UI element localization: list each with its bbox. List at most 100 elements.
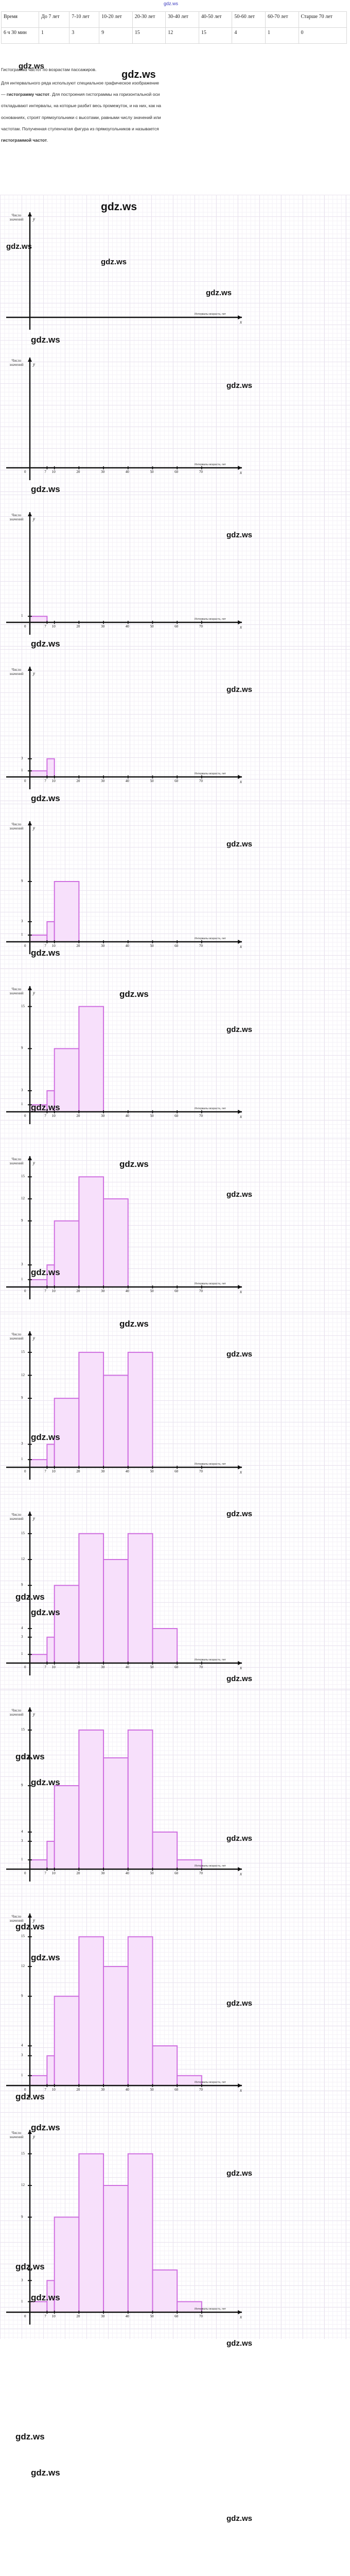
x-axis-tick-label: 50 <box>150 470 154 474</box>
histogram-bar <box>152 1628 178 1664</box>
x-axis-tick-label: 30 <box>101 1289 105 1293</box>
x-axis-tick-label: 20 <box>76 1289 80 1293</box>
x-axis-tick-label: 20 <box>76 1114 80 1118</box>
x-axis-caption: Интервалы возраста, лет <box>195 313 226 316</box>
y-axis-tick-label: 1 <box>21 1277 23 1281</box>
x-axis-tick-label: 60 <box>174 779 179 783</box>
y-axis-tick-label: 3 <box>21 919 23 923</box>
x-axis-tick-label: 50 <box>150 1469 154 1473</box>
y-axis-arrow <box>28 667 32 671</box>
y-axis-tick-label: 15 <box>21 1531 25 1535</box>
histogram-chart: 7 10 20 30 40 50 60 70 0 1 3 4 9 12 15 Число значений y x И… <box>0 1690 350 1896</box>
watermark: gdz.ws <box>164 1 179 6</box>
y-axis-tick-label: 9 <box>21 1993 23 1998</box>
origin-label: 0 <box>24 1871 26 1875</box>
para-line-5: частотам. Полученная ступенчатая фигура … <box>1 126 159 131</box>
x-axis-tick-label: 10 <box>51 624 56 629</box>
watermark: gdz.ws <box>226 2514 253 2523</box>
x-axis-tick-label: 20 <box>76 1469 80 1473</box>
x-axis-symbol: x <box>240 624 242 630</box>
histogram-bar <box>54 1398 80 1468</box>
y-axis-tick-label: 3 <box>21 2278 23 2282</box>
x-axis-symbol: x <box>240 1665 242 1670</box>
table-header-cell: 10-20 лет <box>99 11 133 28</box>
x-axis-arrow <box>238 1110 242 1114</box>
x-axis-tick-label: 60 <box>174 2088 179 2092</box>
y-axis-tick-label: 9 <box>21 879 23 883</box>
y-axis-arrow <box>28 212 32 216</box>
x-axis-tick-label: 30 <box>101 470 105 474</box>
graph-paper-grid <box>0 495 350 649</box>
y-axis-tick-label: 9 <box>21 1583 23 1587</box>
y-axis-symbol: y <box>33 1516 35 1521</box>
frequency-table: Время До 7 лет 7-10 лет 10-20 лет 20-30 лет 3… <box>1 11 347 44</box>
histogram-chart: 7 10 20 30 40 50 60 70 0 1 Число значений y x Интервал… <box>0 495 350 649</box>
para-line-3: откладывают интервалы, на которые разбит… <box>1 103 162 109</box>
y-axis-arrow <box>28 1156 32 1160</box>
x-axis-tick-label: 10 <box>51 1665 56 1669</box>
x-axis-tick-label: 50 <box>150 624 154 629</box>
x-axis-tick-label: 10 <box>51 1289 56 1293</box>
histogram-bar <box>46 1444 55 1468</box>
y-axis-tick-label: 12 <box>21 1964 25 1968</box>
x-axis-tick-label: 10 <box>51 944 56 948</box>
x-axis-tick-label: 50 <box>150 2314 154 2318</box>
y-axis-tick-label: 9 <box>21 1218 23 1223</box>
x-axis-tick-label: 30 <box>101 624 105 629</box>
y-axis-tick-label: 15 <box>21 2151 25 2156</box>
histogram-chart: 7 10 20 30 40 50 60 70 0 1 3 9 12 15 Число значений y x Ин… <box>0 1314 350 1494</box>
x-axis-tick-label: 60 <box>174 1469 179 1473</box>
x-axis-tick-label: 40 <box>125 2314 129 2318</box>
y-axis-tick-label: 1 <box>21 768 23 773</box>
para-line-6: гистограммой частот. <box>1 137 349 144</box>
x-axis-tick-label: 7 <box>44 1114 46 1118</box>
table-header-cell: 7-10 лет <box>69 11 100 28</box>
x-axis-tick-label: 10 <box>51 1114 56 1118</box>
x-axis-tick-label: 60 <box>174 2314 179 2318</box>
x-axis-arrow <box>238 1285 242 1289</box>
y-axis-tick-label: 12 <box>21 1196 25 1200</box>
x-axis-symbol: x <box>240 1114 242 1119</box>
para-line-4: основаниях, строят прямоугольники с высо… <box>1 114 161 120</box>
histogram-bar <box>46 2280 55 2313</box>
y-axis-tick-label: 4 <box>21 2267 23 2272</box>
y-axis-arrow <box>28 986 32 990</box>
x-axis-tick-label: 70 <box>199 1871 203 1875</box>
histogram-bar <box>152 2045 178 2086</box>
origin-label: 0 <box>24 2314 26 2318</box>
y-axis-tick-label: 1 <box>21 614 23 618</box>
x-axis-tick-label: 20 <box>76 1665 80 1669</box>
y-axis-label: Число значений <box>9 987 24 996</box>
x-axis-tick-label: 10 <box>51 779 56 783</box>
table-header-cell: 30-40 лет <box>165 11 199 28</box>
x-axis-tick-label: 30 <box>101 944 105 948</box>
origin-label: 0 <box>24 1665 26 1669</box>
x-axis-tick-label: 40 <box>125 779 129 783</box>
x-axis-tick-label: 30 <box>101 1665 105 1669</box>
x-axis-tick-label: 70 <box>199 2088 203 2092</box>
y-axis-symbol: y <box>33 1335 35 1341</box>
watermark: gdz.ws <box>121 69 156 80</box>
x-axis-caption: Интервалы возраста, лет <box>195 772 226 775</box>
y-axis-arrow <box>28 2130 32 2134</box>
x-axis-tick-label: 20 <box>76 624 80 629</box>
y-axis-symbol: y <box>33 1711 35 1717</box>
x-axis-tick-label: 50 <box>150 2088 154 2092</box>
origin-label: 0 <box>24 624 26 629</box>
x-axis-tick-label: 60 <box>174 470 179 474</box>
y-axis-label: Число значений <box>9 1513 24 1521</box>
x-axis-tick-label: 70 <box>199 2314 203 2318</box>
histogram-chart: 7 10 20 30 40 50 60 70 0 1 3 4 9 12 15 Число значений y x И… <box>0 2112 350 2339</box>
x-axis-tick-label: 60 <box>174 1871 179 1875</box>
x-axis-tick-label: 7 <box>44 2314 46 2318</box>
x-axis-tick-label: 10 <box>51 1871 56 1875</box>
y-axis-label: Число значений <box>9 513 24 522</box>
table-cell: 15 <box>198 27 233 44</box>
histogram-bar <box>46 1090 55 1112</box>
table-header-cell: Старше 70 лет <box>298 11 347 28</box>
histogram-bar <box>103 1198 129 1287</box>
x-axis-tick-label: 60 <box>174 944 179 948</box>
y-axis-arrow <box>28 1707 32 1711</box>
y-axis-symbol: y <box>33 216 35 222</box>
y-axis-arrow <box>28 1913 32 1918</box>
